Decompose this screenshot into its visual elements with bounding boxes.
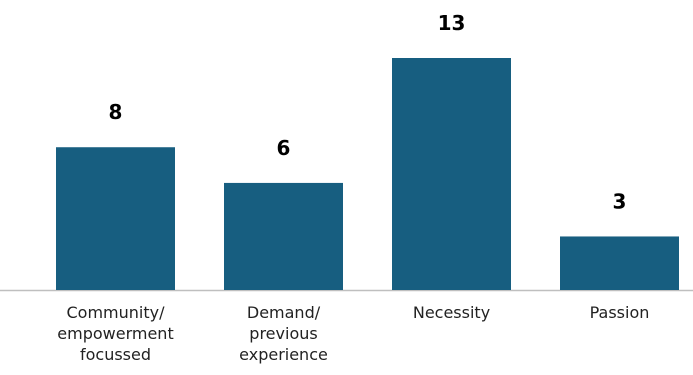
category-label-line: empowerment [57, 324, 173, 343]
category-label-line: Necessity [413, 303, 490, 322]
bar-2 [392, 58, 511, 290]
category-label-line: Community/ [67, 303, 166, 322]
category-label-line: experience [239, 345, 328, 364]
category-label-2: Necessity [413, 303, 490, 322]
bar-3 [560, 236, 679, 290]
data-label-2: 13 [438, 11, 466, 35]
category-label-0: Community/empowerment focussed [57, 303, 173, 364]
category-label-line: Demand/ [247, 303, 321, 322]
data-label-0: 8 [109, 100, 123, 124]
category-label-line: previous [249, 324, 317, 343]
data-label-3: 3 [613, 189, 627, 213]
category-label-line: focussed [80, 345, 151, 364]
bar-0 [56, 147, 175, 290]
category-label-line: Passion [590, 303, 650, 322]
data-label-1: 6 [277, 136, 291, 160]
category-label-1: Demand/previous experience [239, 303, 328, 364]
bar-1 [224, 182, 343, 290]
category-label-3: Passion [590, 303, 650, 322]
